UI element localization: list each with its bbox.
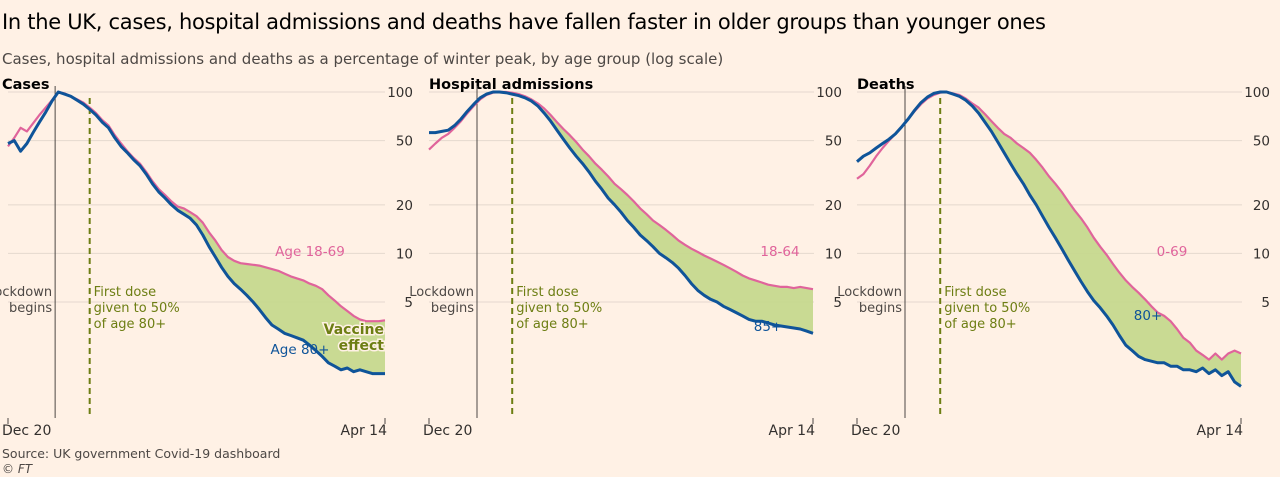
first-dose-label: First dose [94, 285, 156, 300]
series-line-younger [7, 90, 386, 323]
x-end-label: Apr 14 [341, 423, 388, 439]
lockdown-label: Lockdown [837, 285, 902, 300]
ft-credit: © FT [2, 462, 33, 476]
lockdown-label: begins [431, 301, 474, 316]
y-tick-label: 10 [825, 246, 842, 262]
series-line-older [429, 90, 814, 335]
y-tick-label: 20 [396, 198, 413, 214]
series-label-older: Age 80+ [271, 342, 330, 358]
first-dose-label: of age 80+ [944, 317, 1016, 332]
lockdown-label: begins [859, 301, 902, 316]
y-tick-label: 5 [404, 295, 413, 311]
series-line-older [856, 90, 1242, 388]
series-label-younger: 0-69 [1157, 244, 1188, 260]
x-start-label: Dec 20 [851, 423, 900, 439]
x-start-label: Dec 20 [2, 423, 51, 439]
y-tick-label: 100 [1244, 85, 1270, 101]
vaccine-effect-label: effect [339, 338, 385, 354]
y-tick-label: 50 [1253, 134, 1270, 150]
x-end-label: Apr 14 [1197, 423, 1244, 439]
y-tick-label: 5 [833, 295, 842, 311]
lockdown-label: begins [9, 301, 52, 316]
y-tick-label: 5 [1261, 295, 1270, 311]
y-tick-label: 20 [825, 198, 842, 214]
panel-title: Deaths [857, 77, 915, 93]
first-dose-label: given to 50% [516, 301, 602, 316]
lockdown-label: Lockdown [409, 285, 474, 300]
vaccine-effect-label: Vaccine [324, 322, 384, 338]
series-label-older: 85+ [754, 319, 783, 335]
series-label-younger: 18-64 [760, 244, 799, 260]
first-dose-label: given to 50% [94, 301, 180, 316]
panel-title: Cases [2, 77, 50, 93]
y-tick-label: 100 [387, 85, 413, 101]
source-note: Source: UK government Covid-19 dashboard [2, 446, 281, 461]
first-dose-label: of age 80+ [94, 317, 166, 332]
y-tick-label: 20 [1253, 198, 1270, 214]
x-end-label: Apr 14 [769, 423, 816, 439]
vaccine-effect-area [940, 92, 1241, 387]
series-line-younger [428, 90, 814, 291]
panel-title: Hospital admissions [429, 77, 593, 93]
series-label-older: 80+ [1134, 308, 1163, 324]
first-dose-label: First dose [516, 285, 578, 300]
y-tick-label: 10 [396, 246, 413, 262]
x-start-label: Dec 20 [423, 423, 472, 439]
y-tick-label: 50 [396, 134, 413, 150]
series-line-older [7, 90, 385, 376]
lockdown-label: Lockdown [0, 285, 52, 300]
first-dose-label: of age 80+ [516, 317, 588, 332]
y-tick-label: 50 [825, 134, 842, 150]
chart-subtitle: Cases, hospital admissions and deaths as… [2, 50, 724, 68]
series-label-younger: Age 18-69 [275, 244, 345, 260]
first-dose-label: given to 50% [944, 301, 1030, 316]
first-dose-label: First dose [944, 285, 1006, 300]
chart-title: In the UK, cases, hospital admissions an… [2, 10, 1046, 34]
vaccine-effect-area [89, 107, 385, 374]
y-tick-label: 100 [816, 85, 842, 101]
y-tick-label: 10 [1253, 246, 1270, 262]
panel-1: 100 50 20 10 5 Hospital admissions Lockdownbeg… [409, 77, 842, 439]
